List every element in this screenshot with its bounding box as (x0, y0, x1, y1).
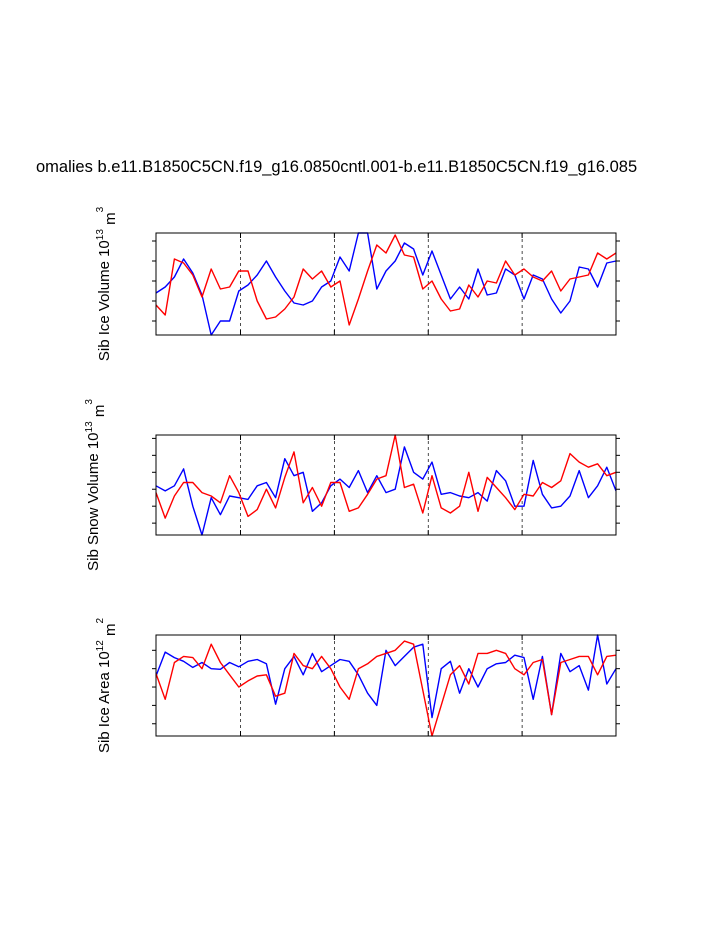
y-axis-label-part: Sib Ice Volume 10 (96, 240, 113, 361)
y-axis-label-part: m (91, 405, 108, 422)
y-axis-label-part: 13 (84, 421, 95, 433)
panel-3: Sib Ice Area 1012 m2 (95, 618, 620, 754)
series-line-blue (155, 232, 617, 336)
y-axis-label: Sib Ice Volume 1013 m3 (95, 206, 119, 361)
y-axis-label-part: 3 (84, 399, 95, 405)
series-line-blue (155, 446, 617, 536)
panel-2: Sib Snow Volume 1013 m3 (84, 399, 620, 571)
series-line-red (155, 640, 617, 737)
y-axis-label-part: 12 (95, 640, 106, 652)
plot-frame (155, 434, 617, 536)
series-line-blue (155, 634, 617, 719)
page-title: omalies b.e11.B1850C5CN.f19_g16.0850cntl… (36, 158, 637, 176)
y-axis-label-part: m (102, 624, 119, 641)
series-line-red (155, 234, 617, 326)
plot-frame (155, 634, 617, 737)
y-axis-label-part: 13 (95, 229, 106, 241)
y-axis-label-part: Sib Ice Area 10 (96, 651, 113, 753)
y-axis-label: Sib Snow Volume 1013 m3 (84, 399, 108, 571)
y-axis-label-part: 3 (95, 206, 106, 212)
y-axis-label-part: Sib Snow Volume 10 (85, 432, 102, 570)
plot-frame (155, 232, 617, 336)
y-axis-label-part: 2 (95, 618, 106, 624)
panel-1: Sib Ice Volume 1013 m3 (95, 206, 620, 361)
y-axis-label-part: m (102, 212, 119, 229)
series-line-red (155, 434, 617, 519)
y-axis-label: Sib Ice Area 1012 m2 (95, 618, 119, 754)
